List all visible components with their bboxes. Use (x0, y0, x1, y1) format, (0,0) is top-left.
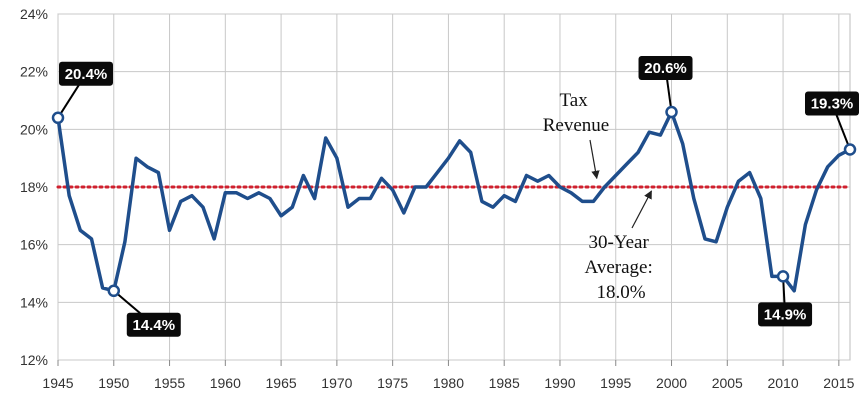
x-tick-label: 1995 (600, 375, 631, 391)
x-tick-label: 1945 (42, 375, 73, 391)
callout-label: 20.6% (644, 60, 687, 77)
callout-box (126, 312, 181, 337)
x-tick-label: 2005 (712, 375, 743, 391)
x-tick-label: 1970 (321, 375, 352, 391)
callout: 14.4% (107, 284, 181, 337)
callout: 20.6% (638, 56, 693, 119)
callout-label: 20.4% (65, 66, 108, 83)
x-tick-label: 1960 (210, 375, 241, 391)
average-label-line-2: Average: (585, 257, 653, 278)
callout-box (638, 56, 693, 81)
average-label-line-1: 30-Year (588, 232, 649, 253)
y-tick-label: 22% (20, 64, 48, 80)
series-label: Tax Revenue (543, 90, 609, 136)
callout-box (59, 61, 113, 86)
callout: 20.4% (51, 61, 113, 125)
x-tick-label: 2010 (767, 375, 798, 391)
callout-point-marker (665, 105, 678, 119)
x-tick-label: 1965 (266, 375, 297, 391)
x-tick-label: 1950 (98, 375, 129, 391)
callout-label: 14.9% (764, 306, 807, 323)
x-tick-label: 1975 (377, 375, 408, 391)
callout: 19.3% (805, 91, 859, 156)
callout-box (758, 302, 813, 327)
series-label-arrow (589, 139, 600, 180)
x-tick-label: 1985 (489, 375, 520, 391)
x-tick-label: 1955 (154, 375, 185, 391)
y-tick-label: 20% (20, 121, 48, 137)
y-tick-label: 12% (20, 352, 48, 368)
callout-label: 19.3% (811, 96, 854, 113)
tax-revenue-line (56, 110, 852, 293)
annotations: Tax Revenue 30-Year Average: 18.0% (543, 90, 658, 303)
average-label-line-3: 18.0% (596, 282, 645, 303)
average-label: 30-Year Average: 18.0% (585, 232, 658, 303)
y-tick-label: 18% (20, 179, 48, 195)
x-tick-label: 2015 (823, 375, 854, 391)
callouts: 20.4% 14.4% 20.6% 14.9% 19.3% (51, 56, 859, 337)
x-tick-label: 2000 (656, 375, 687, 391)
x-tick-label: 1980 (433, 375, 464, 391)
y-tick-label: 16% (20, 237, 48, 253)
average-label-arrow (631, 190, 652, 229)
callout-point-marker (107, 284, 121, 298)
callout-point-marker (51, 111, 65, 125)
y-tick-label: 14% (20, 294, 48, 310)
callout-point-marker (843, 143, 857, 156)
y-axis: 12% 14% 16% 18% 20% 22% 24% (20, 6, 48, 368)
y-tick-label: 24% (20, 6, 48, 22)
series-label-line-2: Revenue (543, 115, 609, 136)
callout-box (805, 91, 859, 116)
x-tick-label: 1990 (544, 375, 575, 391)
callout-label: 14.4% (133, 317, 176, 334)
callout-point-marker (776, 270, 790, 283)
callout: 14.9% (758, 270, 813, 327)
x-axis: 1945 1950 1955 1960 1965 1970 1975 1980 1985 1990… (42, 375, 854, 391)
series-label-line-1: Tax (560, 90, 589, 111)
